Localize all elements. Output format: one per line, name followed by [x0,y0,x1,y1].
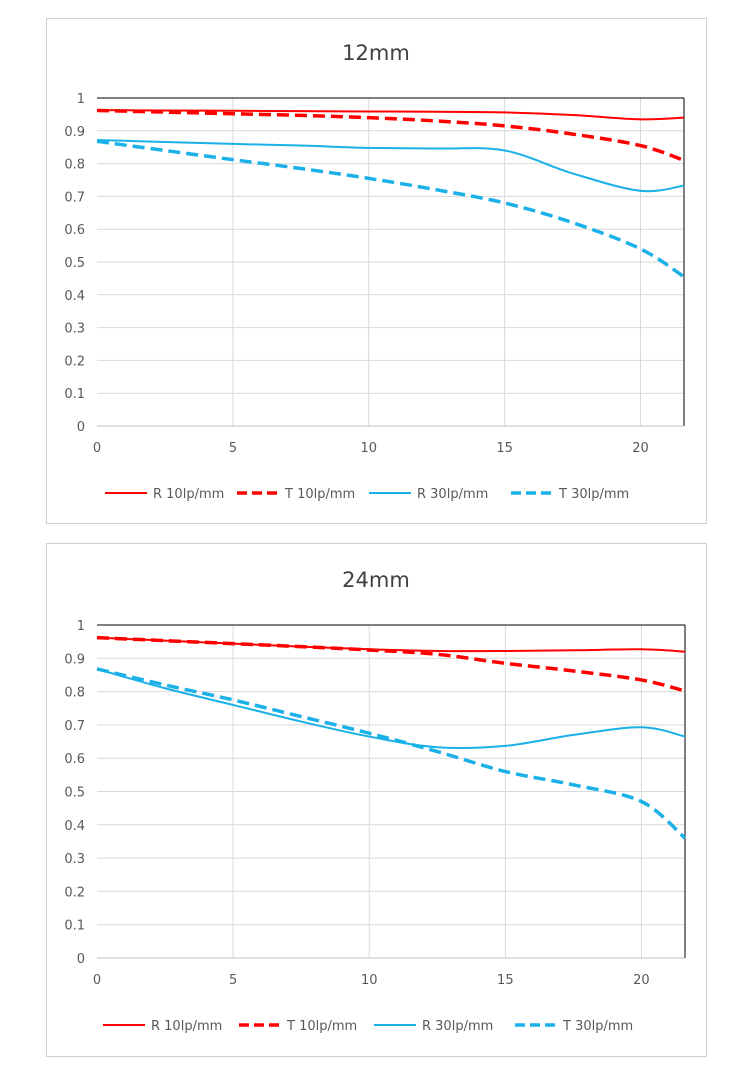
y-tick-label: 0.6 [64,752,85,767]
y-tick-label: 1 [77,619,85,634]
y-tick-label: 0.8 [64,686,85,701]
y-tick-label: 0 [77,952,85,967]
series-line-t-30lp-mm [96,139,685,279]
legend-label: T 10lp/mm [284,487,355,502]
x-tick-label: 0 [93,441,101,456]
y-tick-label: 0.4 [64,819,85,834]
series-line-r-10lp-mm [96,109,685,121]
y-tick-label: 0.5 [64,256,85,271]
x-tick-label: 20 [632,441,649,456]
x-tick-label: 5 [229,973,237,988]
series-line-r-30lp-mm [96,667,686,750]
y-tick-label: 0.4 [64,289,85,304]
y-tick-label: 0.3 [64,852,85,867]
series-line-t-10lp-mm [96,108,685,162]
chart-panel-12mm: 12mm 0 0.1 0.2 0.3 0.4 0.5 0.6 0.7 0.8 0.9 1 0 5 10 15 2… [46,18,707,524]
x-tick-label: 15 [497,973,514,988]
y-tick-label: 0.9 [64,652,85,667]
y-tick-label: 0.6 [64,223,85,238]
y-tick-label: 0.2 [64,354,85,369]
y-tick-label: 0.1 [64,387,85,402]
y-tick-label: 0.2 [64,885,85,900]
legend-label: R 30lp/mm [417,487,488,502]
legend-label: T 30lp/mm [558,487,629,502]
legend-label: T 30lp/mm [562,1019,633,1034]
y-tick-label: 1 [77,92,85,107]
legend-label: T 10lp/mm [286,1019,357,1034]
legend-label: R 10lp/mm [153,487,224,502]
x-tick-label: 10 [361,973,378,988]
y-tick-label: 0 [77,420,85,435]
y-tick-label: 0.9 [64,125,85,140]
legend-label: R 10lp/mm [151,1019,222,1034]
y-tick-label: 0.7 [64,190,85,205]
chart-panel-24mm: 24mm 0 0.1 0.2 0.3 0.4 0.5 0.6 0.7 0.8 0.9 1 0 5 10 15 2… [46,543,707,1057]
y-tick-label: 0.5 [64,786,85,801]
legend-label: R 30lp/mm [422,1019,493,1034]
series-line-t-10lp-mm [96,635,686,693]
x-tick-label: 0 [93,973,101,988]
series-line-t-30lp-mm [96,667,687,840]
y-tick-label: 0.7 [64,719,85,734]
x-tick-label: 20 [633,973,650,988]
x-tick-label: 10 [360,441,377,456]
x-tick-label: 15 [496,441,513,456]
chart-title: 12mm [342,41,410,65]
y-tick-label: 0.8 [64,158,85,173]
series-line-r-30lp-mm [96,138,685,193]
y-tick-label: 0.3 [64,322,85,337]
x-tick-label: 5 [229,441,237,456]
y-tick-label: 0.1 [64,919,85,934]
chart-title: 24mm [342,568,410,592]
